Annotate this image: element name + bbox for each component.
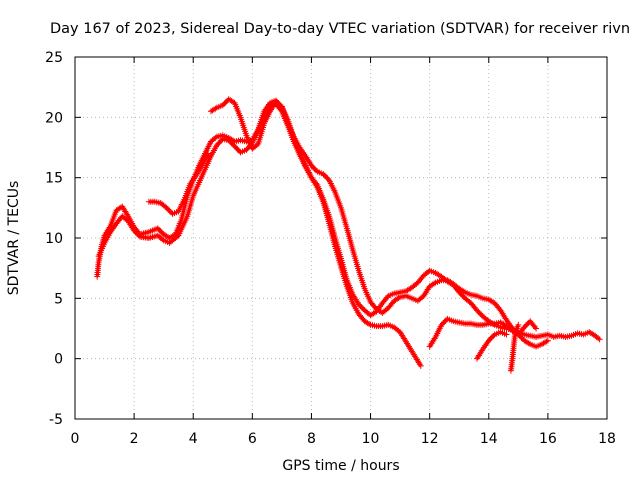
x-tick-label: 2 — [130, 431, 139, 447]
data-point — [212, 134, 219, 141]
data-point — [531, 324, 538, 331]
y-tick-label: 20 — [45, 110, 63, 126]
x-axis-label: GPS time / hours — [282, 458, 399, 474]
y-tick-label: 15 — [45, 171, 63, 187]
grid — [75, 57, 607, 419]
data-point — [472, 305, 479, 312]
data-point — [205, 150, 211, 157]
data-point — [366, 320, 373, 327]
x-tick-label: 6 — [248, 431, 257, 447]
data-point — [253, 142, 260, 149]
data-point — [417, 362, 424, 369]
y-axis-label: SDTVAR / TECUs — [6, 181, 22, 296]
data-point — [173, 233, 180, 240]
series-track-G — [507, 321, 522, 374]
data-point — [543, 338, 550, 345]
data-point — [520, 325, 527, 332]
x-tick-label: 4 — [189, 431, 198, 447]
data-point — [212, 105, 219, 112]
data-point — [466, 298, 473, 305]
data-point — [544, 337, 551, 344]
axis-ticks: 0 2 4 6 8 10 12 14 16 18 -5 0 5 10 15 20 25 — [45, 50, 616, 447]
y-tick-label: -5 — [49, 412, 63, 428]
x-tick-label: 10 — [362, 431, 380, 447]
data-point — [533, 325, 540, 332]
y-tick-label: 10 — [45, 231, 63, 247]
data-point — [159, 236, 166, 243]
series-track-E — [426, 315, 540, 350]
data-point — [395, 295, 402, 302]
data-point — [503, 331, 510, 338]
data-point — [596, 336, 603, 343]
data-point — [277, 102, 284, 109]
series-track-C — [145, 150, 211, 217]
x-tick-label: 12 — [421, 431, 439, 447]
data-point — [460, 288, 467, 295]
data-point — [496, 305, 503, 312]
data-point — [419, 273, 426, 280]
data-point — [525, 340, 532, 347]
chart-title: Day 167 of 2023, Sidereal Day-to-day VTE… — [50, 21, 630, 37]
data-point — [595, 335, 602, 342]
data-point — [413, 280, 420, 287]
series-track-F — [473, 329, 510, 362]
series-line — [95, 98, 601, 341]
y-tick-label: 5 — [54, 291, 63, 307]
plot-frame — [74, 56, 608, 420]
x-tick-label: 18 — [598, 431, 616, 447]
x-tick-label: 0 — [71, 431, 80, 447]
y-tick-label: 0 — [54, 352, 63, 368]
data-point — [431, 280, 438, 287]
series-track-A — [94, 97, 603, 343]
data-point — [383, 306, 390, 313]
data-points — [94, 96, 603, 374]
x-tick-label: 14 — [480, 431, 498, 447]
y-tick-label: 25 — [45, 50, 63, 66]
x-tick-label: 16 — [539, 431, 557, 447]
data-point — [384, 294, 391, 301]
x-tick-label: 8 — [307, 431, 316, 447]
data-point — [515, 321, 522, 328]
data-point — [162, 203, 169, 210]
series-track-D — [207, 96, 551, 350]
